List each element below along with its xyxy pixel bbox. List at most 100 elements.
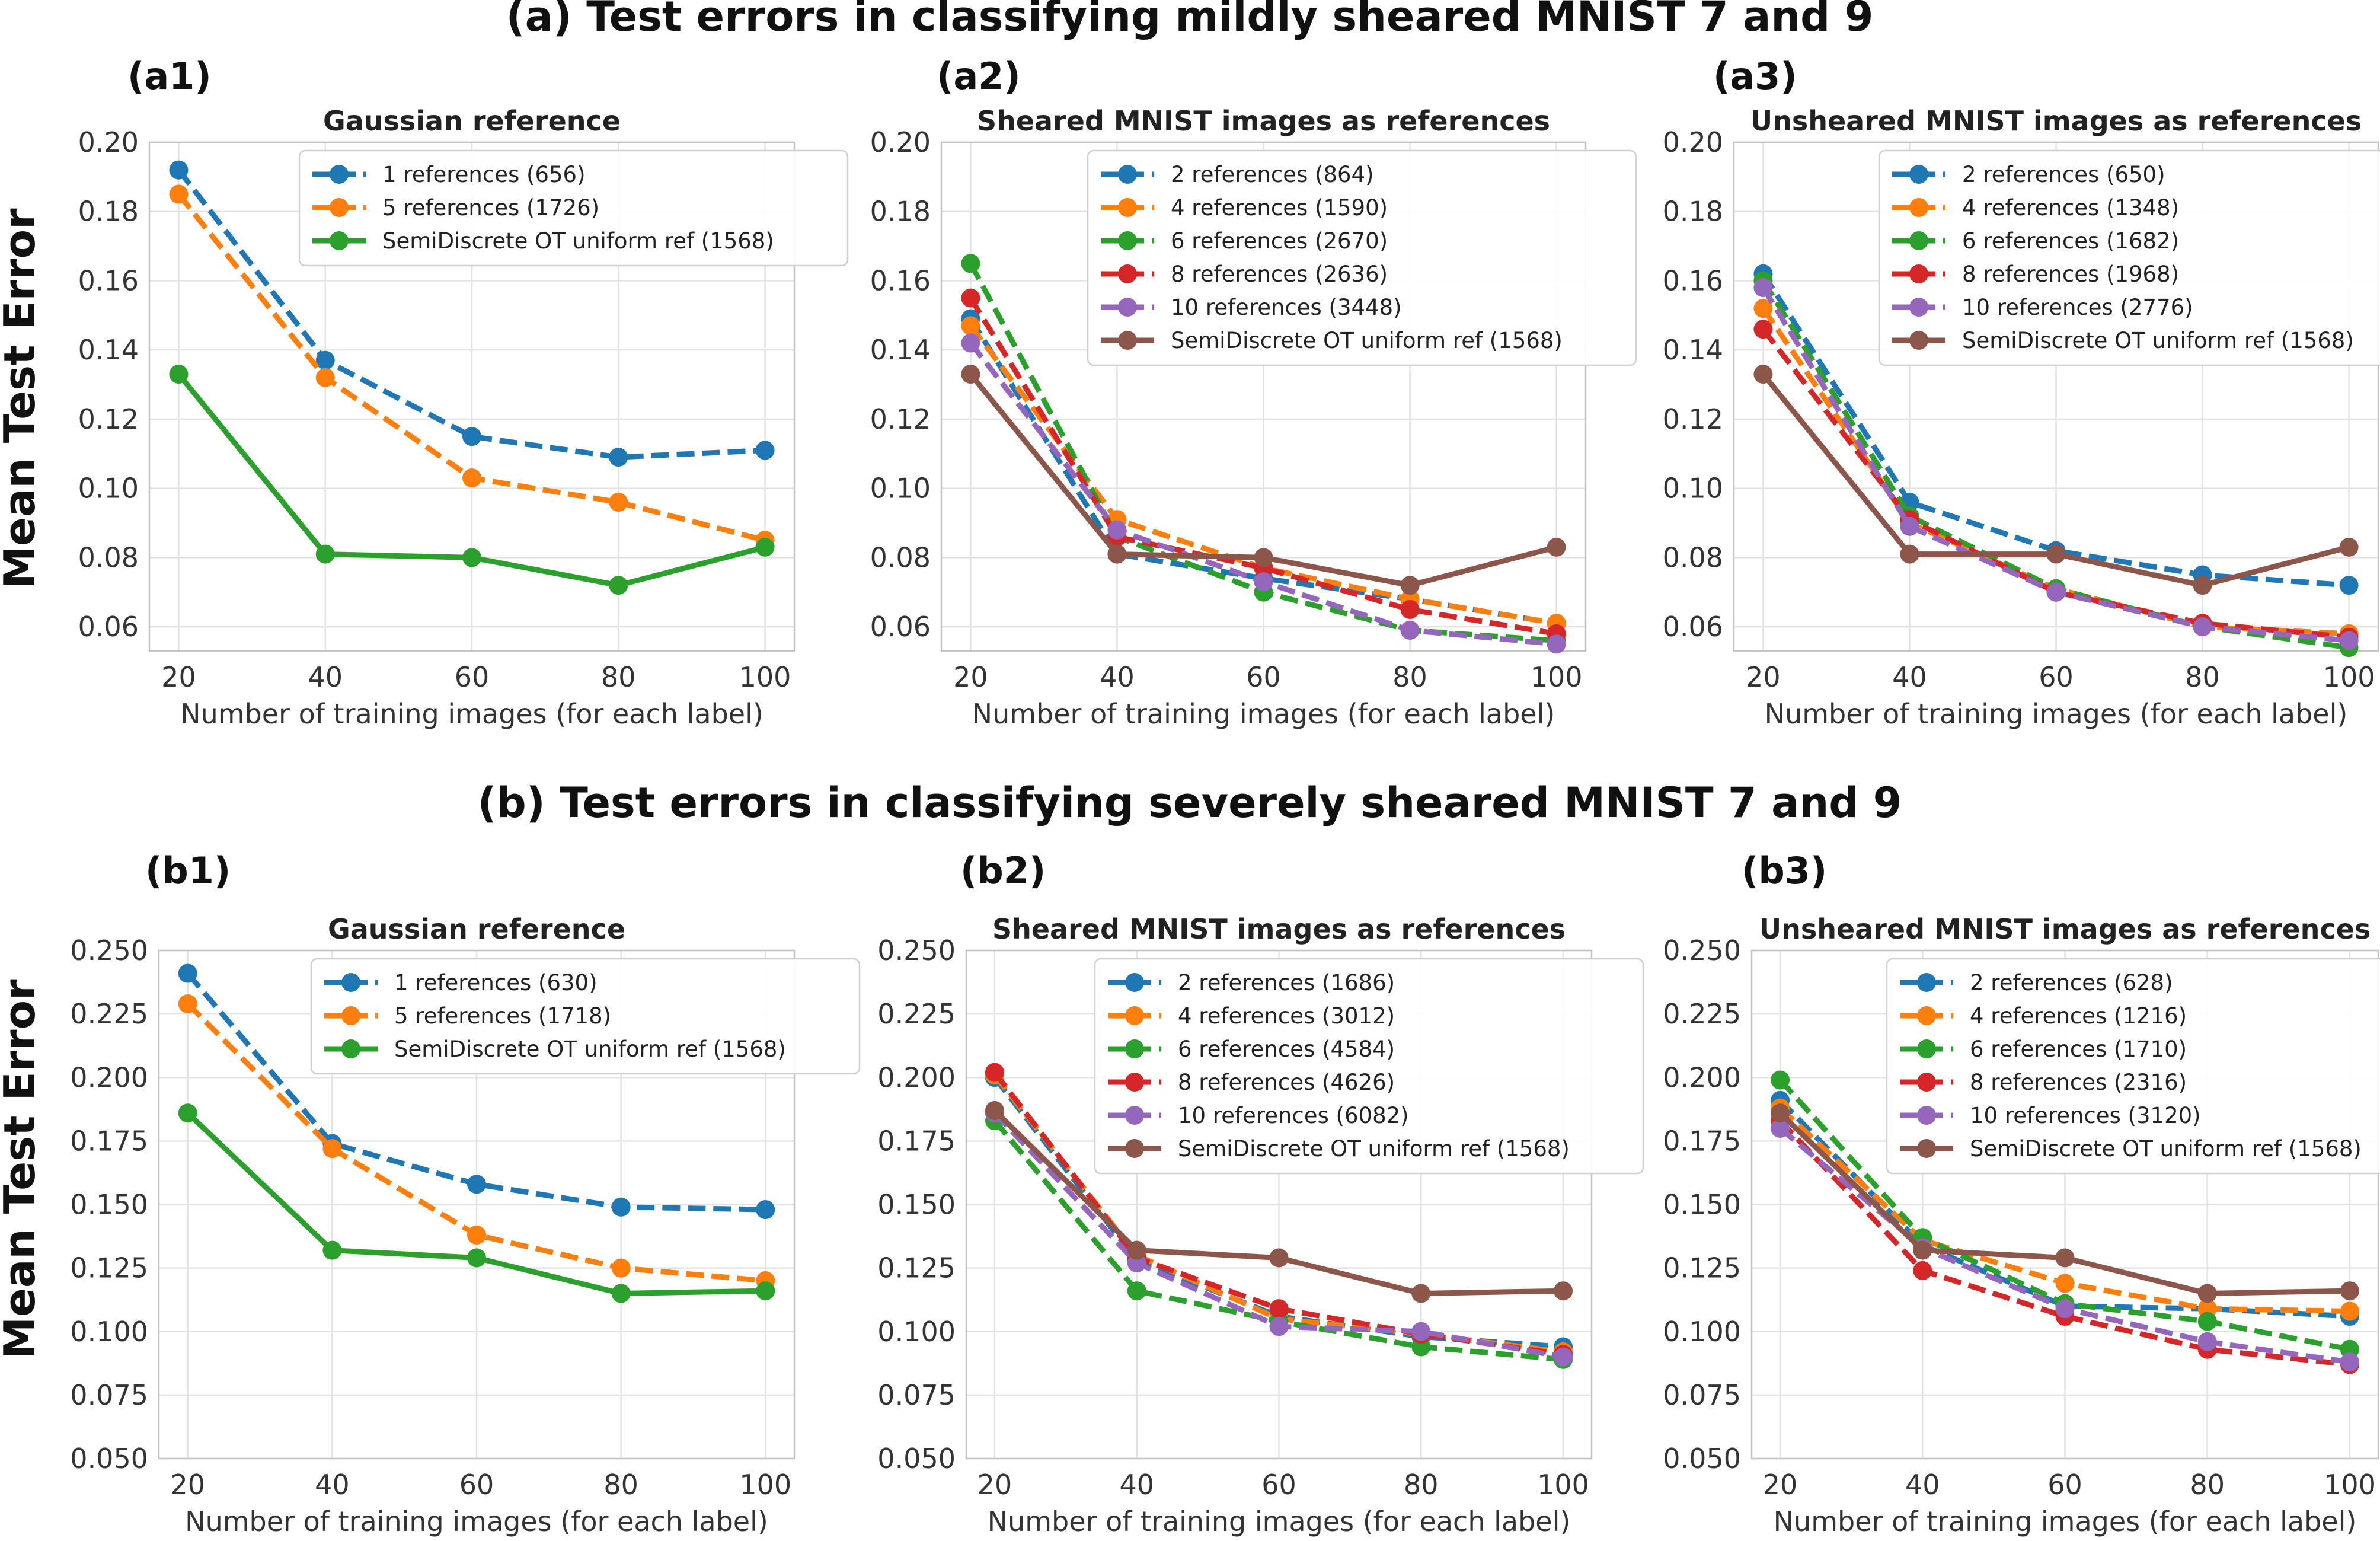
series-line-1 <box>176 168 765 460</box>
data-point <box>315 368 335 387</box>
data-point <box>985 1100 1004 1120</box>
data-point <box>1107 544 1127 564</box>
data-point <box>322 1139 342 1159</box>
data-point <box>1127 1281 1146 1301</box>
y-tick-label: 0.10 <box>1663 473 1723 505</box>
data-point <box>169 184 189 204</box>
legend-swatch-marker <box>330 231 349 250</box>
legend-entry: 2 references (864) <box>1171 162 1374 187</box>
legend-swatch-marker <box>1125 1073 1144 1092</box>
series-line-4 <box>1761 327 2350 640</box>
x-tick-label: 20 <box>170 1469 205 1501</box>
chart-panel-a3: 0.06 0.08 0.10 0.12 0.14 0.16 0.18 0.20 20 40 60 80… <box>1663 55 2380 730</box>
series-line-4 <box>968 296 1557 637</box>
data-point <box>1127 1240 1146 1260</box>
data-point <box>1269 1317 1289 1336</box>
x-tick-label: 40 <box>1905 1469 1940 1501</box>
y-tick-label: 0.100 <box>877 1316 956 1348</box>
legend-swatch-marker <box>1125 1039 1144 1058</box>
x-tick-label: 80 <box>603 1469 638 1501</box>
chart-panel-a2: 0.06 0.08 0.10 0.12 0.14 0.16 0.18 0.20 20 40 60 80… <box>870 55 1637 730</box>
legend-entry: SemiDiscrete OT uniform ref (1568) <box>1962 328 2354 353</box>
legend-swatch-marker <box>1909 264 1928 283</box>
x-tick-label: 100 <box>739 1469 791 1501</box>
panel-title: Sheared MNIST images as references <box>977 105 1550 137</box>
legend-swatch-marker <box>1917 1139 1936 1158</box>
data-point <box>2055 1274 2075 1293</box>
legend-swatch-marker <box>341 973 360 992</box>
y-tick-label: 0.100 <box>1663 1316 1741 1348</box>
x-tick-label: 20 <box>977 1469 1012 1501</box>
x-axis-label: Number of training images (for each labe… <box>180 698 763 730</box>
data-point <box>2046 582 2066 602</box>
x-tick-label: 80 <box>601 661 636 693</box>
y-tick-label: 0.14 <box>78 334 139 366</box>
data-point <box>1400 576 1420 595</box>
y-tick-label: 0.20 <box>870 126 931 158</box>
y-tick-label: 0.16 <box>870 264 931 296</box>
legend-swatch-marker <box>1125 1006 1144 1025</box>
legend-swatch-marker <box>1118 231 1137 250</box>
legend-swatch-marker <box>330 165 349 184</box>
y-tick-label: 0.225 <box>1663 998 1741 1030</box>
data-point <box>755 441 775 460</box>
data-point <box>1753 299 1773 318</box>
legend: 2 references (1686) 4 references (3012) 6 … <box>1094 958 1644 1175</box>
x-tick-label: 80 <box>2190 1469 2225 1501</box>
chart-panel-b3: 0.050 0.075 0.100 0.125 0.150 0.175 0.200 0.225… <box>1663 849 2380 1537</box>
data-point <box>2055 1299 2075 1319</box>
y-axis-label-row-b: Mean Test Error <box>0 979 44 1360</box>
data-point <box>2197 1284 2217 1303</box>
y-tick-label: 0.10 <box>78 473 139 505</box>
data-point <box>611 1284 631 1303</box>
panel-label: (a3) <box>1713 55 1797 98</box>
plot-frame <box>1750 949 2379 1460</box>
y-tick-label: 0.16 <box>1663 264 1723 296</box>
data-point <box>178 1103 197 1123</box>
legend-entry: SemiDiscrete OT uniform ref (1568) <box>1178 1136 1570 1162</box>
x-tick-label: 40 <box>1892 661 1927 693</box>
x-tick-label: 60 <box>1261 1469 1296 1501</box>
x-axis-label: Number of training images (for each labe… <box>1774 1505 2357 1537</box>
x-axis-label: Number of training images (for each labe… <box>972 698 1555 730</box>
y-tick-label: 0.175 <box>1663 1125 1741 1157</box>
y-tick-label: 0.06 <box>78 611 139 643</box>
x-tick-label: 100 <box>2323 661 2375 693</box>
legend: 2 references (864) 4 references (1590) 6 r… <box>1087 149 1637 366</box>
y-tick-label: 0.050 <box>877 1443 956 1475</box>
y-tick-label: 0.100 <box>70 1316 148 1348</box>
data-point <box>2197 1332 2217 1351</box>
y-tick-label: 0.075 <box>70 1379 148 1411</box>
legend-entry: 2 references (1686) <box>1178 970 1395 996</box>
legend-swatch-marker <box>1125 1139 1144 1158</box>
data-point <box>1107 520 1127 540</box>
y-tick-label: 0.225 <box>70 998 148 1030</box>
data-point <box>462 548 481 567</box>
data-point <box>1269 1248 1289 1268</box>
data-point <box>756 1281 775 1301</box>
legend-entry: 5 references (1726) <box>382 195 599 221</box>
x-axis-label: Number of training images (for each labe… <box>1765 698 2348 730</box>
row-title-a: (a) Test errors in classifying mildly sh… <box>506 0 1874 41</box>
data-point <box>961 254 980 273</box>
legend-swatch-marker <box>1917 1039 1936 1058</box>
legend-entry: 6 references (1682) <box>1962 228 2179 254</box>
x-tick-label: 40 <box>1100 661 1135 693</box>
y-tick-label: 0.14 <box>870 334 931 366</box>
legend-swatch-marker <box>330 198 349 217</box>
y-tick-label: 0.16 <box>78 264 139 296</box>
legend: 1 references (630) 5 references (1718) Sem… <box>310 958 861 1075</box>
legend-frame <box>1878 149 2380 366</box>
y-tick-label: 0.18 <box>78 196 139 228</box>
legend-swatch-marker <box>1118 165 1137 184</box>
chart-panel-a1: 0.06 0.08 0.10 0.12 0.14 0.16 0.18 0.20 20 40 60 80… <box>78 55 849 730</box>
data-point <box>2339 576 2359 595</box>
legend-swatch-marker <box>1909 298 1928 317</box>
legend-entry: SemiDiscrete OT uniform ref (1568) <box>394 1036 786 1062</box>
data-point <box>985 1063 1004 1082</box>
row-title-b: (b) Test errors in classifying severely … <box>478 779 1902 827</box>
panel-label: (b2) <box>960 849 1046 892</box>
legend-swatch-marker <box>1917 1073 1936 1092</box>
legend-entry: SemiDiscrete OT uniform ref (1568) <box>1970 1136 2362 1162</box>
